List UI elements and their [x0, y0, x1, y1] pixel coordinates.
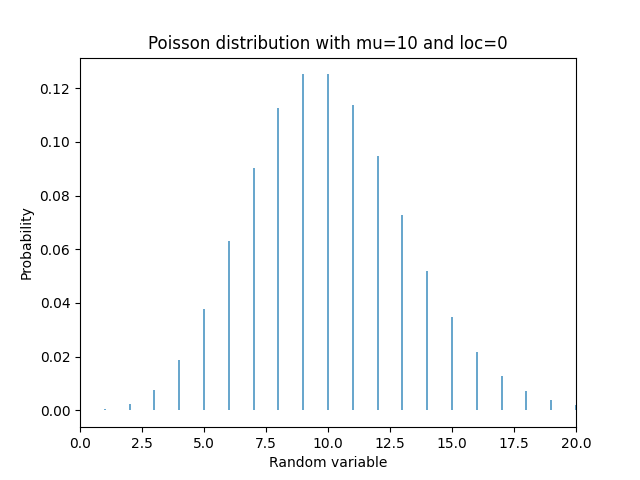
Y-axis label: Probability: Probability: [20, 205, 34, 279]
X-axis label: Random variable: Random variable: [269, 456, 387, 470]
Title: Poisson distribution with mu=10 and loc=0: Poisson distribution with mu=10 and loc=…: [148, 35, 508, 53]
